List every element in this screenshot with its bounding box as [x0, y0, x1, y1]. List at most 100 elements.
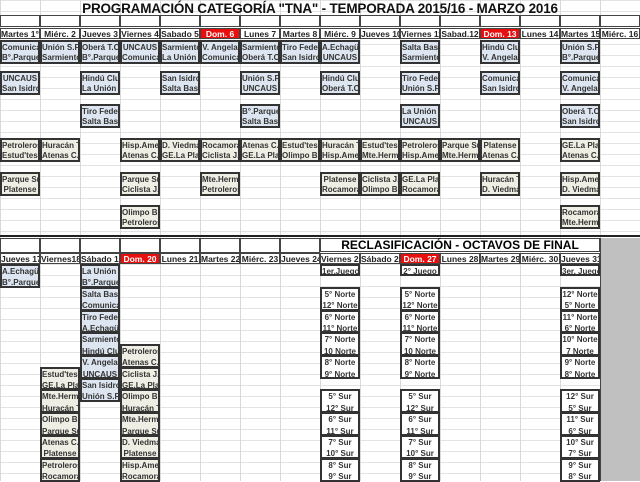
match-cell[interactable]: Estud'tesOOlimpo BB.	[280, 138, 320, 162]
match-cell[interactable]: 6° Sur 11° Sur	[400, 412, 440, 436]
match-cell[interactable]: A.Echagüe B°.Parque	[0, 264, 40, 288]
match-cell[interactable]: Mte.Herm.Parque Sur	[120, 412, 160, 436]
match-cell[interactable]: San Isidro Unión S.Fe	[80, 378, 120, 402]
day-header[interactable]: Sabado 5	[160, 28, 200, 39]
match-cell[interactable]: Ciclista J. GE.La Plata	[120, 366, 160, 391]
match-cell[interactable]: 6° Norte 11° Norte	[320, 309, 360, 334]
match-cell[interactable]: Tiro Feder.Unión S.Fe	[400, 71, 440, 95]
day-header[interactable]: Lunes 7	[240, 28, 280, 39]
match-cell[interactable]: Estud'tesOMte.Herm.	[360, 138, 400, 162]
match-cell[interactable]: Huracán T.Atenas C.P	[40, 138, 80, 162]
day-header[interactable]: Lunes 14	[520, 28, 560, 39]
match-cell[interactable]: 8° Sur 9° Sur	[400, 457, 440, 482]
match-cell[interactable]: Huracán T.Hisp.Amer.	[320, 138, 360, 162]
match-cell[interactable]: Sarmiento Oberá T.C.	[240, 40, 280, 64]
day-header[interactable]: Sabad.12	[440, 28, 480, 39]
day-header[interactable]: Jueves 24	[280, 253, 320, 264]
day-header[interactable]: Martes 8	[280, 28, 320, 39]
match-cell[interactable]: 8° Norte 9° Norte	[400, 355, 440, 379]
match-cell[interactable]: Olimpo BB.Huracán T.	[120, 389, 160, 414]
match-cell[interactable]: Hindú ClubLa Unión C.	[80, 71, 120, 95]
match-cell[interactable]: UNCAUSComunicac	[120, 40, 160, 64]
day-header[interactable]: Jueves 3	[80, 28, 120, 39]
day-header[interactable]: Sábado 26	[360, 253, 400, 264]
match-cell[interactable]: 8° Norte 9° Norte	[320, 355, 360, 379]
day-header[interactable]: Martes 15	[560, 28, 600, 39]
match-cell[interactable]: Olimpo BB.Parque Sur	[40, 412, 80, 436]
match-cell[interactable]: La Unión C. B°.Parque	[80, 264, 120, 288]
match-cell[interactable]: 8° Sur 9° Sur	[320, 457, 360, 482]
match-cell[interactable]: ComunicacB°.Parque	[0, 40, 40, 64]
day-header[interactable]: Viernes18	[40, 253, 80, 264]
match-cell[interactable]: Unión S.FeUNCAUS	[240, 71, 280, 95]
day-header[interactable]: Viernes 25	[320, 253, 360, 264]
match-cell[interactable]: Unión S.FeSarmiento	[40, 40, 80, 64]
day-header[interactable]: Sábado 19	[80, 253, 120, 264]
match-cell[interactable]: Atenas C.P Platense	[40, 435, 80, 459]
match-cell[interactable]: 1er.Juego	[320, 264, 360, 277]
match-cell[interactable]: Huracán T.D. Viedma	[480, 172, 520, 196]
day-header[interactable]: Lunes 28	[440, 253, 480, 264]
match-cell[interactable]: 10° Sur 7° Sur	[560, 435, 600, 459]
day-header[interactable]: Dom. 20	[120, 253, 160, 264]
match-cell[interactable]: 11° Sur 6° Sur	[560, 412, 600, 436]
day-header[interactable]: Miérc. 9	[320, 28, 360, 39]
match-cell[interactable]: Mte.Herm.Huracán T.	[40, 389, 80, 414]
match-cell[interactable]: V. AngelaComunicac	[200, 40, 240, 64]
day-header[interactable]: Jueves 17	[0, 253, 40, 264]
match-cell[interactable]: 9° Norte 8° Norte	[560, 355, 600, 379]
match-cell[interactable]: 5° Norte 12° Norte	[320, 286, 360, 311]
match-cell[interactable]: Parque SurCiclista J.	[120, 172, 160, 196]
match-cell[interactable]: 10° Norte 7 Norte	[560, 332, 600, 357]
match-cell[interactable]: 6° Sur 11° Sur	[320, 412, 360, 436]
match-cell[interactable]: 5° Sur 12° Sur	[320, 389, 360, 414]
match-cell[interactable]: Hindú ClubOberá T.C.	[320, 71, 360, 95]
match-cell[interactable]: 9° Sur 8° Sur	[560, 457, 600, 482]
match-cell[interactable]: 12° Sur 5° Sur	[560, 389, 600, 414]
match-cell[interactable]: Hisp.Amer.Atenas C.P	[120, 138, 160, 162]
day-header[interactable]: Dom. 13	[480, 28, 520, 39]
match-cell[interactable]: Rocamora Ciclista J.	[200, 138, 240, 162]
match-cell[interactable]: V. Angela UNCAUS	[80, 355, 120, 379]
match-cell[interactable]: Unión S.FeB°.Parque	[560, 40, 600, 64]
day-header[interactable]: Martes 22	[200, 253, 240, 264]
day-header[interactable]: Jueves 10	[360, 28, 400, 39]
match-cell[interactable]: Hisp.Amer. Rocamora	[120, 457, 160, 482]
match-cell[interactable]: Oberá T.C. B°.Parque	[80, 40, 120, 64]
day-header[interactable]: Viernes 11	[400, 28, 440, 39]
match-cell[interactable]: Parque SurMte.Herm.	[440, 138, 480, 162]
match-cell[interactable]: Hindú ClubV. Angela	[480, 40, 520, 64]
match-cell[interactable]: 7° Norte 10 Norte	[320, 332, 360, 357]
match-cell[interactable]: 5° Sur 12° Sur	[400, 389, 440, 414]
match-cell[interactable]: Salta Bask.Sarmiento	[400, 40, 440, 64]
match-cell[interactable]: UNCAUS San Isidro	[0, 71, 40, 95]
match-cell[interactable]: A.EchagüeUNCAUS	[320, 40, 360, 64]
match-cell[interactable]: 12° Norte 5° Norte	[560, 286, 600, 311]
match-cell[interactable]: 6° Norte 11° Norte	[400, 309, 440, 334]
match-cell[interactable]: Petroleros Rocamora	[40, 457, 80, 482]
day-header[interactable]: Miérc. 30	[520, 253, 560, 264]
match-cell[interactable]: Petroleros Atenas C.P	[120, 343, 160, 368]
match-cell[interactable]: Platense Rocamora	[320, 172, 360, 196]
match-cell[interactable]: Tiro Feder.San Isidro	[280, 40, 320, 64]
day-header[interactable]: Dom. 27	[400, 253, 440, 264]
match-cell[interactable]: Atenas C.PGE.La Plata	[240, 138, 280, 162]
match-cell[interactable]: Tiro Feder.Salta Bask.	[80, 104, 120, 128]
match-cell[interactable]: GE.La PlataAtenas C.P	[560, 138, 600, 162]
match-cell[interactable]: 5° Norte 12° Norte	[400, 286, 440, 311]
match-cell[interactable]: ComunicacSan Isidro	[480, 71, 520, 95]
match-cell[interactable]: Ciclista J.Olimpo BB.	[360, 172, 400, 196]
match-cell[interactable]: 2° Juego	[400, 264, 440, 277]
match-cell[interactable]: Hisp.Amer.D. Viedma	[560, 172, 600, 196]
match-cell[interactable]: Mte.Herm. Petroleros	[200, 172, 240, 196]
match-cell[interactable]: Olimpo BB.Petroleros	[120, 205, 160, 229]
day-header[interactable]: Miérc. 23	[240, 253, 280, 264]
